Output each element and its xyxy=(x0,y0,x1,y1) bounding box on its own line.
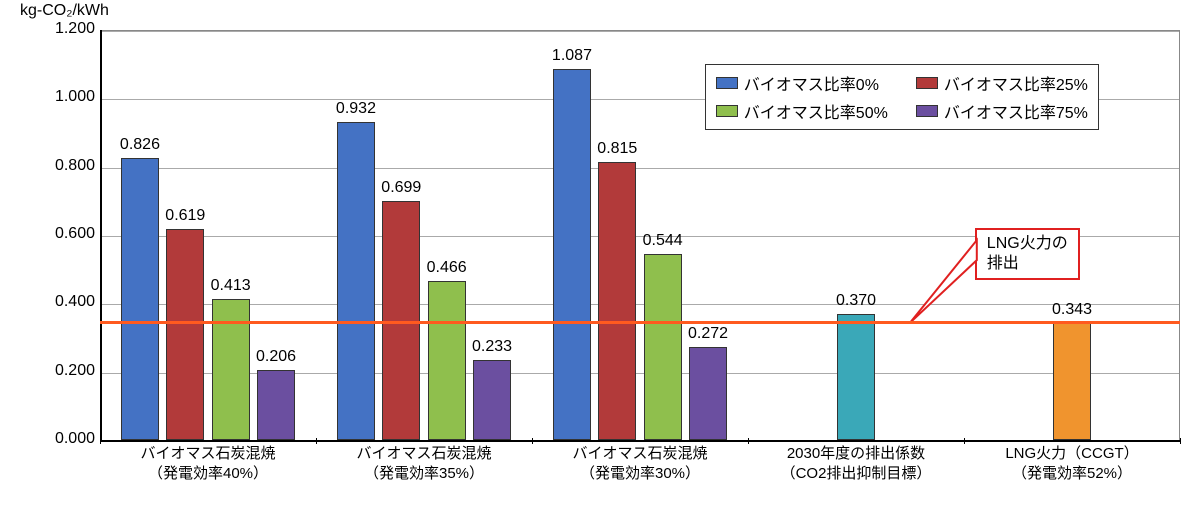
legend-label: バイオマス比率75% xyxy=(944,99,1088,123)
legend-label: バイオマス比率50% xyxy=(744,99,888,123)
bar-value-label: 0.272 xyxy=(688,325,728,343)
legend-swatch xyxy=(916,105,938,117)
bar-value-label: 0.544 xyxy=(643,232,683,250)
bar xyxy=(553,69,591,440)
bar-value-label: 0.815 xyxy=(597,140,637,158)
bar-value-label: 0.826 xyxy=(120,136,160,154)
y-tick-label: 0.800 xyxy=(25,157,95,175)
x-tick-mark xyxy=(1180,438,1181,444)
legend-label: バイオマス比率0% xyxy=(744,71,879,95)
x-tick-label: バイオマス石炭混焼 （発電効率40%） xyxy=(100,444,316,483)
bar xyxy=(428,281,466,440)
gridline xyxy=(100,168,1179,169)
x-tick-mark xyxy=(100,438,101,444)
gridline xyxy=(100,304,1179,305)
callout-box: LNG火力の 排出 xyxy=(975,228,1080,280)
callout-line1: LNG火力の xyxy=(987,234,1068,254)
x-label-line2: （CO2排出抑制目標） xyxy=(781,465,932,482)
bar xyxy=(166,229,204,440)
bar xyxy=(337,122,375,440)
x-label-line1: LNG火力（CCGT） xyxy=(1005,445,1138,462)
bar-value-label: 0.370 xyxy=(836,292,876,310)
legend-label: バイオマス比率25% xyxy=(944,71,1088,95)
bar-value-label: 0.699 xyxy=(381,179,421,197)
bar xyxy=(1053,323,1091,440)
x-label-line1: バイオマス石炭混焼 xyxy=(356,445,491,462)
legend-item: バイオマス比率75% xyxy=(916,99,1088,123)
legend-swatch xyxy=(716,77,738,89)
bar-value-label: 0.413 xyxy=(211,277,251,295)
bar-value-label: 0.206 xyxy=(256,348,296,366)
y-tick-label: 0.200 xyxy=(25,362,95,380)
x-label-line1: 2030年度の排出係数 xyxy=(787,445,925,462)
x-tick-mark xyxy=(532,438,533,444)
x-axis xyxy=(100,440,1180,442)
y-tick-label: 1.000 xyxy=(25,88,95,106)
bar xyxy=(837,314,875,440)
x-label-line2: （発電効率35%） xyxy=(364,465,484,482)
legend-item: バイオマス比率0% xyxy=(716,71,888,95)
y-tick-label: 0.600 xyxy=(25,225,95,243)
x-tick-label: バイオマス石炭混焼 （発電効率35%） xyxy=(316,444,532,483)
x-tick-mark xyxy=(964,438,965,444)
bar-value-label: 0.932 xyxy=(336,100,376,118)
legend-item: バイオマス比率25% xyxy=(916,71,1088,95)
bar xyxy=(473,360,511,440)
x-label-line2: （発電効率40%） xyxy=(148,465,268,482)
x-label-line2: （発電効率30%） xyxy=(580,465,700,482)
y-tick-label: 0.400 xyxy=(25,293,95,311)
bar xyxy=(598,162,636,440)
bar-value-label: 0.619 xyxy=(165,207,205,225)
x-label-line2: （発電効率52%） xyxy=(1012,465,1132,482)
x-tick-label: 2030年度の排出係数 （CO2排出抑制目標） xyxy=(748,444,964,483)
chart-container: kg-CO₂/kWh バイオマス比率0% バイオマス比率25% バイオマス比率50%… xyxy=(0,0,1200,520)
y-axis xyxy=(100,30,102,440)
x-label-line1: バイオマス石炭混焼 xyxy=(572,445,707,462)
callout-line2: 排出 xyxy=(987,254,1068,274)
x-label-line1: バイオマス石炭混焼 xyxy=(140,445,275,462)
reference-line xyxy=(100,321,1180,324)
bar-value-label: 0.233 xyxy=(472,338,512,356)
bar xyxy=(644,254,682,440)
bar xyxy=(121,158,159,440)
gridline xyxy=(100,31,1179,32)
x-tick-mark xyxy=(316,438,317,444)
bar-value-label: 0.343 xyxy=(1052,301,1092,319)
legend-swatch xyxy=(716,105,738,117)
legend-swatch xyxy=(916,77,938,89)
bar xyxy=(212,299,250,440)
x-tick-label: バイオマス石炭混焼 （発電効率30%） xyxy=(532,444,748,483)
bar xyxy=(689,347,727,440)
bar-value-label: 1.087 xyxy=(552,47,592,65)
x-tick-label: LNG火力（CCGT） （発電効率52%） xyxy=(964,444,1180,483)
x-tick-mark xyxy=(748,438,749,444)
y-axis-unit: kg-CO₂/kWh xyxy=(20,2,109,20)
legend-item: バイオマス比率50% xyxy=(716,99,888,123)
y-tick-label: 1.200 xyxy=(25,20,95,38)
bar-value-label: 0.466 xyxy=(427,259,467,277)
y-tick-label: 0.000 xyxy=(25,430,95,448)
bar xyxy=(257,370,295,440)
legend: バイオマス比率0% バイオマス比率25% バイオマス比率50% バイオマス比率75% xyxy=(705,64,1099,130)
